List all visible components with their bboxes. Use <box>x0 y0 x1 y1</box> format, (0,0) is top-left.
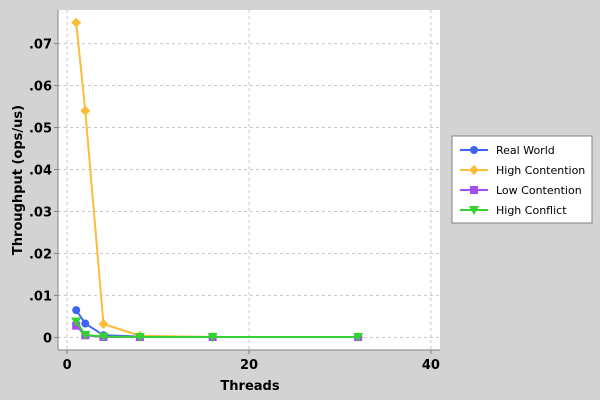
legend-marker <box>469 165 479 175</box>
legend-label: Low Contention <box>496 184 582 197</box>
x-tick-label: 40 <box>422 358 440 373</box>
y-tick-label: .05 <box>29 122 52 137</box>
data-point <box>72 306 81 315</box>
data-point <box>134 332 145 342</box>
legend-label: High Contention <box>496 164 585 177</box>
series-high-conflict <box>71 317 364 342</box>
legend-label: High Conflict <box>496 204 567 217</box>
data-point <box>80 330 91 340</box>
data-point <box>80 105 91 116</box>
data-point <box>98 332 109 342</box>
y-tick-label: .02 <box>29 247 52 262</box>
legend-marker <box>470 146 478 154</box>
legend-item: Low Contention <box>460 184 582 197</box>
y-tick-label: .07 <box>29 38 52 53</box>
data-point <box>71 317 82 327</box>
series-layer <box>71 17 364 342</box>
y-tick-label: .01 <box>29 289 52 304</box>
data-point <box>81 319 90 328</box>
data-point <box>207 332 218 342</box>
y-tick-label: 0 <box>43 331 52 346</box>
legend-marker <box>470 186 478 194</box>
y-axis-label: Throughput (ops/us) <box>11 105 26 255</box>
legend: Real World High Contention Low Contention H… <box>451 135 593 224</box>
y-tick-label: .03 <box>29 205 52 220</box>
x-tick-label: 0 <box>63 358 72 373</box>
legend-item: High Contention <box>460 164 585 177</box>
x-axis-label: Threads <box>220 379 279 394</box>
data-point <box>353 332 364 342</box>
x-tick-label: 20 <box>240 358 258 373</box>
legend-marker <box>469 206 479 215</box>
legend-item: High Conflict <box>460 204 567 217</box>
data-point <box>98 318 109 329</box>
y-tick-label: .04 <box>29 164 52 179</box>
grid <box>58 10 440 350</box>
legend-item: Real World <box>460 144 555 157</box>
data-point <box>71 17 82 28</box>
y-tick-label: .06 <box>29 80 52 95</box>
legend-label: Real World <box>496 144 555 157</box>
ticks: 0 20 40 0 .01 .02 .03 .04 .05 .06 .07 <box>29 38 440 373</box>
